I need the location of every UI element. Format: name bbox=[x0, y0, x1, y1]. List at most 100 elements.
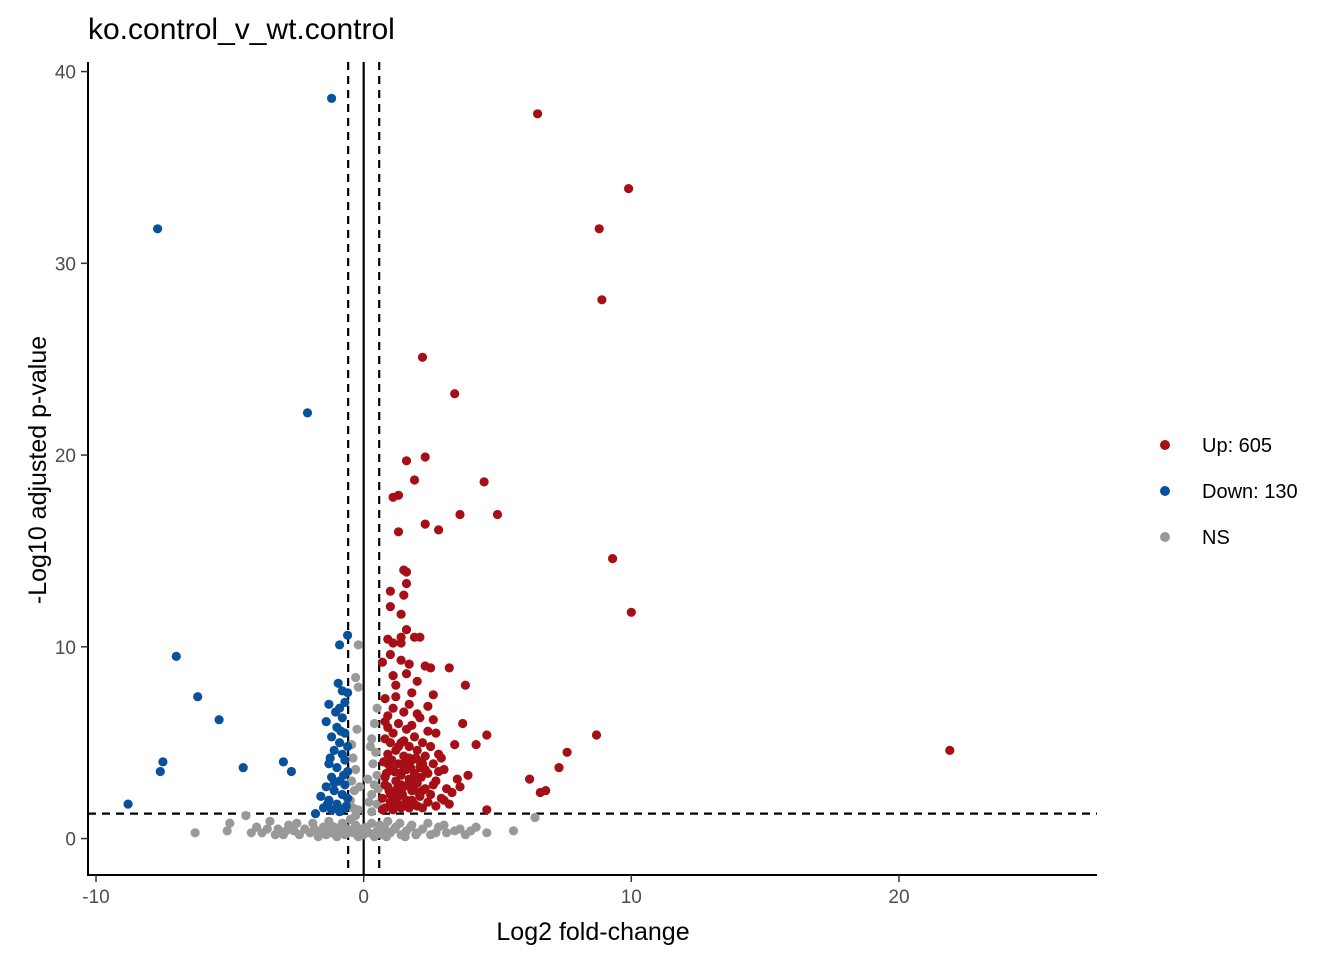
data-point bbox=[348, 753, 358, 763]
y-tick-label: 10 bbox=[55, 638, 76, 659]
data-point bbox=[392, 784, 402, 794]
data-point bbox=[246, 828, 256, 838]
x-axis-ticks: -10 0 10 20 bbox=[82, 875, 910, 908]
data-point bbox=[123, 799, 133, 809]
data-point bbox=[624, 184, 634, 194]
y-tick-label: 0 bbox=[65, 830, 76, 851]
data-point bbox=[597, 295, 607, 305]
data-point bbox=[407, 720, 417, 731]
data-point bbox=[426, 741, 436, 752]
data-point bbox=[372, 770, 382, 780]
data-point bbox=[423, 818, 433, 828]
y-tick-label: 30 bbox=[55, 254, 76, 275]
data-point bbox=[340, 697, 350, 708]
data-point bbox=[482, 730, 492, 740]
data-point bbox=[343, 630, 353, 640]
data-point bbox=[562, 747, 572, 757]
data-point bbox=[325, 753, 335, 763]
data-point bbox=[270, 830, 280, 840]
data-point bbox=[316, 791, 326, 802]
data-point bbox=[479, 477, 489, 487]
data-point bbox=[393, 527, 404, 537]
data-point bbox=[412, 676, 422, 686]
data-point bbox=[423, 701, 433, 711]
data-point bbox=[439, 795, 449, 805]
data-point bbox=[368, 759, 378, 769]
chart-title: ko.control_v_wt.control bbox=[88, 13, 395, 46]
data-point bbox=[431, 801, 441, 811]
data-point bbox=[377, 805, 387, 815]
data-point bbox=[405, 763, 416, 773]
data-point bbox=[238, 763, 248, 773]
data-point bbox=[329, 745, 339, 756]
data-point bbox=[412, 801, 422, 811]
data-point bbox=[420, 764, 430, 775]
data-point bbox=[399, 590, 409, 600]
data-point bbox=[381, 832, 391, 842]
data-point bbox=[388, 703, 398, 713]
data-point bbox=[171, 651, 181, 662]
data-point bbox=[333, 678, 343, 688]
data-point bbox=[343, 793, 353, 803]
data-point bbox=[450, 740, 460, 750]
data-point bbox=[395, 768, 405, 779]
data-point bbox=[405, 822, 416, 832]
data-point bbox=[241, 811, 251, 821]
data-point bbox=[434, 766, 444, 777]
data-point bbox=[399, 707, 409, 717]
y-axis-title: -Log10 adjusted p-value bbox=[24, 336, 52, 604]
data-point bbox=[399, 736, 409, 746]
data-point bbox=[340, 755, 350, 765]
y-tick-label: 40 bbox=[55, 63, 76, 84]
data-point bbox=[431, 728, 441, 738]
data-point bbox=[409, 475, 420, 485]
data-point bbox=[401, 567, 412, 577]
data-point bbox=[407, 795, 417, 805]
data-point bbox=[347, 776, 357, 786]
data-point bbox=[434, 525, 444, 535]
data-point bbox=[324, 699, 334, 709]
legend-swatch bbox=[1160, 532, 1170, 542]
threshold-lines bbox=[88, 62, 1097, 875]
data-point bbox=[381, 768, 391, 779]
data-point bbox=[302, 408, 313, 418]
data-point bbox=[367, 789, 377, 800]
data-point bbox=[626, 607, 636, 617]
data-point bbox=[391, 680, 401, 690]
data-point bbox=[401, 669, 412, 679]
data-point bbox=[428, 690, 438, 700]
data-point bbox=[339, 822, 349, 832]
y-tick-label: 20 bbox=[55, 446, 76, 467]
data-point bbox=[262, 824, 272, 834]
data-point bbox=[343, 741, 353, 752]
data-point bbox=[431, 776, 441, 786]
down-points bbox=[123, 93, 353, 819]
data-point bbox=[383, 816, 393, 826]
data-point bbox=[416, 772, 426, 782]
data-point bbox=[396, 655, 406, 665]
data-point bbox=[340, 780, 350, 790]
data-point bbox=[369, 718, 379, 729]
data-point bbox=[455, 509, 465, 520]
data-point bbox=[396, 609, 406, 619]
data-point bbox=[442, 828, 452, 838]
data-point bbox=[411, 830, 421, 840]
y-axis-ticks: 0 10 20 30 40 bbox=[55, 63, 88, 851]
data-point bbox=[193, 692, 203, 702]
data-point bbox=[417, 738, 428, 748]
data-point bbox=[428, 759, 438, 769]
data-point bbox=[385, 602, 395, 612]
data-point bbox=[401, 578, 412, 589]
data-point bbox=[455, 824, 465, 834]
data-point bbox=[431, 828, 441, 838]
data-point bbox=[367, 734, 377, 744]
data-point bbox=[525, 774, 535, 784]
data-point bbox=[396, 638, 406, 648]
data-point bbox=[371, 747, 381, 757]
data-point bbox=[591, 730, 602, 740]
data-point bbox=[343, 688, 353, 698]
data-point bbox=[339, 770, 349, 780]
x-axis-title: Log2 fold-change bbox=[496, 918, 689, 946]
legend-label: Down: 130 bbox=[1202, 481, 1298, 503]
